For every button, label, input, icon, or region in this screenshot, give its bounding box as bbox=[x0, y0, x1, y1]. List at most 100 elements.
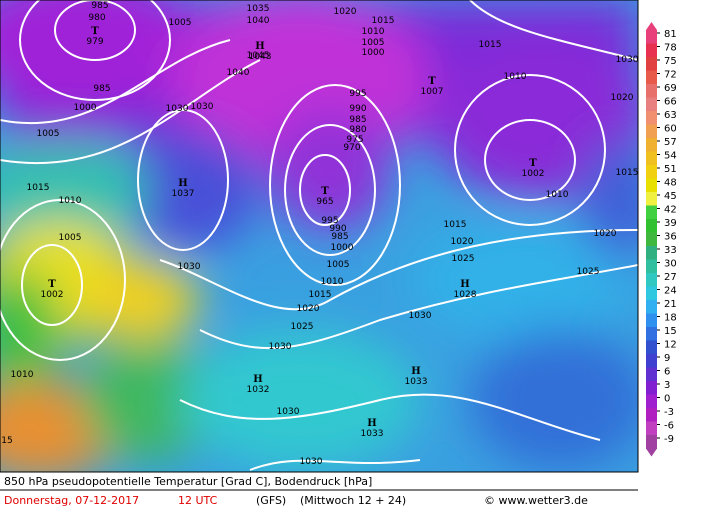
colorbar-tick-label: 36 bbox=[664, 232, 677, 243]
isobar-label: 1000 bbox=[331, 243, 354, 253]
colorbar-tick-label: 45 bbox=[664, 191, 677, 202]
isobar-label: 1000 bbox=[362, 48, 385, 58]
isobar-label: 1015 bbox=[372, 16, 395, 26]
footer-title: 850 hPa pseudopotentielle Temperatur [Gr… bbox=[4, 475, 372, 488]
isobar-label: 1005 bbox=[169, 18, 192, 28]
colorbar-swatch bbox=[646, 111, 657, 125]
isobar-label: 1005 bbox=[362, 38, 385, 48]
pressure-center-symbol: H bbox=[253, 374, 262, 385]
colorbar-tick-label: 69 bbox=[664, 83, 677, 94]
colorbar-swatch bbox=[646, 421, 657, 436]
colorbar-swatch bbox=[646, 70, 657, 85]
isobar-label: 975 bbox=[346, 135, 363, 145]
pressure-center-value: 979 bbox=[86, 37, 103, 47]
colorbar-tick-label: 75 bbox=[664, 56, 677, 67]
pressure-center-value: 1037 bbox=[172, 189, 195, 199]
colorbar-tick-label: 30 bbox=[664, 259, 677, 270]
isobar-label: 1015 bbox=[479, 40, 502, 50]
isobar-label: 1005 bbox=[37, 129, 60, 139]
colorbar-tick-label: 18 bbox=[664, 313, 677, 324]
colorbar-tick-label: 3 bbox=[664, 380, 670, 391]
isobar-label: 1030 bbox=[269, 342, 292, 352]
map-frame bbox=[0, 0, 639, 473]
isobar-label: 985 bbox=[349, 115, 366, 125]
isobar-label: 1040 bbox=[227, 68, 250, 78]
isobar-label: 1030 bbox=[178, 262, 201, 272]
colorbar-swatch bbox=[646, 435, 657, 449]
colorbar-tick-label: 0 bbox=[664, 394, 670, 405]
isobar-label: 1015 bbox=[444, 220, 467, 230]
colorbar-swatch bbox=[646, 259, 657, 274]
pressure-center-value: 1043 bbox=[249, 52, 272, 62]
isobar-label: 985 bbox=[91, 1, 108, 11]
colorbar-tick-label: 60 bbox=[664, 124, 677, 135]
isobar-label: 15 bbox=[1, 436, 12, 446]
colorbar-swatch bbox=[646, 57, 657, 71]
colorbar-tick-label: 66 bbox=[664, 97, 677, 108]
isobar-label: 1045 bbox=[247, 51, 270, 61]
isobar-label: 1030 bbox=[277, 407, 300, 417]
colorbar-arrow-bottom bbox=[646, 448, 657, 457]
colorbar-swatch bbox=[646, 165, 657, 179]
isobar-label: 1010 bbox=[546, 190, 569, 200]
colorbar-tick-label: 78 bbox=[664, 43, 677, 54]
colorbar-tick-label: 33 bbox=[664, 245, 677, 256]
colorbar-swatch bbox=[646, 30, 657, 44]
pressure-center-symbol: H bbox=[460, 279, 469, 290]
isobar-label: 1000 bbox=[74, 103, 97, 113]
pressure-center-value: 1033 bbox=[361, 429, 384, 439]
isobar-label: 970 bbox=[343, 143, 360, 153]
colorbar-tick-label: 12 bbox=[664, 340, 677, 351]
pressure-center-symbol: T bbox=[428, 76, 436, 87]
isobar-label: 1030 bbox=[409, 311, 432, 321]
isobar-label: 1005 bbox=[59, 233, 82, 243]
isobar-label: 1020 bbox=[297, 304, 320, 314]
isobar-label: 1010 bbox=[362, 27, 385, 37]
colorbar-tick-label: 21 bbox=[664, 299, 677, 310]
isobar-label: 985 bbox=[331, 232, 348, 242]
isobars bbox=[0, 0, 638, 471]
isobar-label: 1020 bbox=[594, 229, 617, 239]
colorbar-swatch bbox=[646, 151, 657, 166]
colorbar-arrow-top bbox=[646, 22, 657, 30]
colorbar-swatch bbox=[646, 205, 657, 220]
isobar-label: 1025 bbox=[577, 267, 600, 277]
isobar-label: 1030 bbox=[616, 55, 639, 65]
isobar-label: 990 bbox=[349, 104, 366, 114]
isobar-label: 1030 bbox=[166, 104, 189, 114]
colorbar-swatch bbox=[646, 97, 657, 112]
colorbar-tick-label: -9 bbox=[664, 434, 674, 445]
colorbar-tick-label: 15 bbox=[664, 326, 677, 337]
colorbar-swatch bbox=[646, 246, 657, 260]
colorbar-tick-label: 42 bbox=[664, 205, 677, 216]
colorbar-tick-label: 81 bbox=[664, 29, 677, 40]
colorbar: 8178757269666360575451484542393633302724… bbox=[646, 22, 677, 457]
colorbar-swatch bbox=[646, 408, 657, 422]
isobar-label: 1030 bbox=[191, 102, 214, 112]
pressure-center-symbol: T bbox=[48, 279, 56, 290]
pressure-center-symbol: H bbox=[178, 178, 187, 189]
isobar-label: 990 bbox=[329, 224, 346, 234]
colorbar-tick-label: 39 bbox=[664, 218, 677, 229]
isobar-label: 1020 bbox=[451, 237, 474, 247]
colorbar-swatch bbox=[646, 381, 657, 395]
colorbar-swatch bbox=[646, 219, 657, 233]
colorbar-tick-label: 72 bbox=[664, 70, 677, 81]
colorbar-swatch bbox=[646, 327, 657, 341]
footer-run: (Mittwoch 12 + 24) bbox=[300, 494, 406, 507]
colorbar-swatch bbox=[646, 354, 657, 368]
colorbar-tick-label: 27 bbox=[664, 272, 677, 283]
isobar-label: 980 bbox=[88, 13, 105, 23]
isobar-label: 1025 bbox=[452, 254, 475, 264]
pressure-center-symbol: T bbox=[321, 186, 329, 197]
pressure-center-symbol: T bbox=[91, 26, 99, 37]
pressure-center-value: 1033 bbox=[405, 377, 428, 387]
footer-time: 12 UTC bbox=[178, 494, 218, 507]
map-field bbox=[0, 0, 638, 472]
pressure-center-symbol: H bbox=[255, 41, 264, 52]
isobar-label: 1010 bbox=[504, 72, 527, 82]
colorbar-swatch bbox=[646, 394, 657, 409]
pressure-center-value: 1007 bbox=[421, 87, 444, 97]
